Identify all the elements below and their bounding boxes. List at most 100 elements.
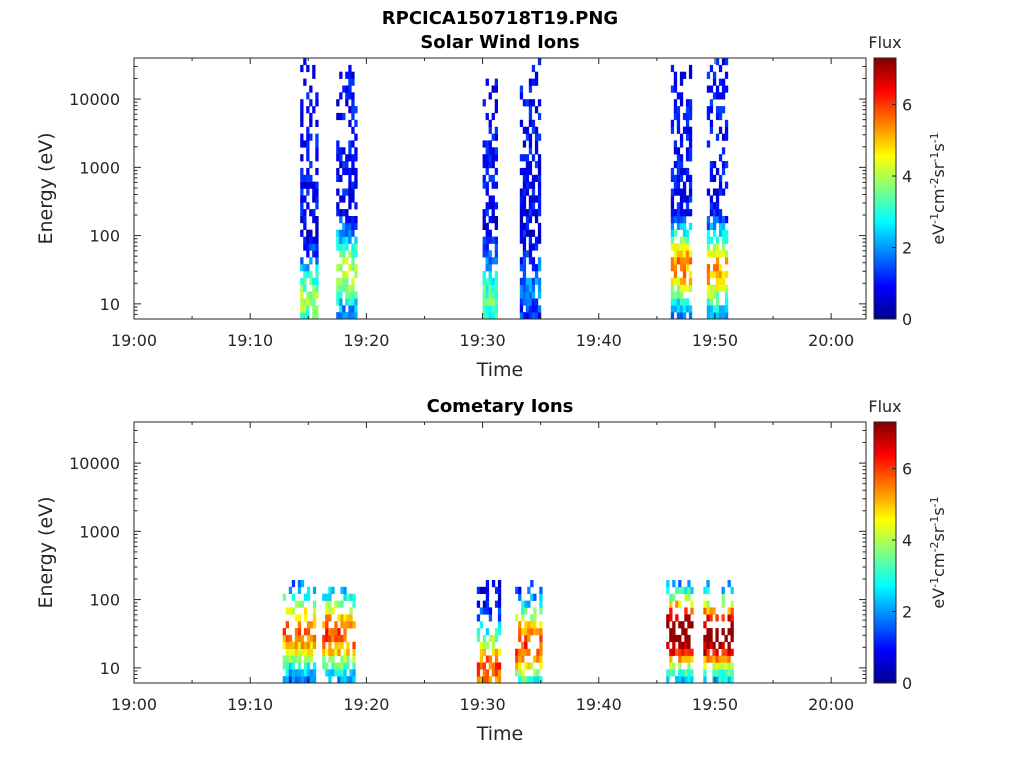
spectrogram-cell <box>522 236 527 244</box>
spectrogram-cell <box>348 222 352 230</box>
spectrogram-cell <box>306 662 311 670</box>
spectrogram-cell <box>727 641 731 649</box>
spectrogram-cell <box>681 628 685 636</box>
spectrogram-cell <box>488 662 493 670</box>
spectrogram-cell <box>670 222 675 230</box>
spectrogram-cell <box>306 291 310 299</box>
spectrogram-cell <box>528 209 533 217</box>
spectrogram-cell <box>351 298 355 306</box>
spectrogram-cell <box>346 648 350 656</box>
spectrogram-cell <box>300 209 304 217</box>
spectrogram-cell <box>343 634 347 643</box>
spectrogram-cell <box>491 662 496 670</box>
spectrogram-cell <box>494 298 498 306</box>
spectrogram-cell <box>721 312 726 320</box>
spectrogram-cell <box>479 648 484 656</box>
spectrogram-cell <box>672 641 676 649</box>
panel-title: Cometary Ions <box>427 396 574 417</box>
spectrogram-cell <box>306 298 310 306</box>
spectrogram-cell <box>354 305 358 313</box>
spectrogram-cell <box>328 607 332 615</box>
spectrogram-cell <box>303 209 307 217</box>
spectrogram-cell <box>673 181 678 189</box>
spectrogram-cell <box>282 641 286 649</box>
spectrogram-cell <box>482 662 487 670</box>
spectrogram-cell <box>679 78 684 86</box>
spectrogram-cell <box>519 305 524 313</box>
spectrogram-cell <box>534 312 539 320</box>
spectrogram-cell <box>688 209 693 217</box>
spectrogram-cell <box>488 305 492 313</box>
spectrogram-cell <box>669 648 673 656</box>
spectrogram-cell <box>724 284 729 292</box>
spectrogram-cell <box>539 628 543 636</box>
spectrogram-cell <box>303 648 308 656</box>
spectrogram-cell <box>715 264 720 272</box>
spectrogram-cell <box>345 92 349 100</box>
spectrogram-cell <box>527 634 531 643</box>
spectrogram-cell <box>706 112 711 121</box>
spectrogram-cell <box>282 634 286 643</box>
spectrogram-cell <box>690 621 694 629</box>
spectrogram-cell <box>342 243 346 251</box>
spectrogram-cell <box>488 140 492 148</box>
spectrogram-cell <box>712 291 717 299</box>
spectrogram-cell <box>522 229 527 237</box>
spectrogram-cell <box>288 662 293 670</box>
spectrogram-cell <box>687 641 691 649</box>
spectrogram-cell <box>348 92 352 100</box>
unit-exponent: -1 <box>928 516 941 527</box>
spectrogram-cell <box>342 188 346 196</box>
spectrogram-cell <box>670 236 675 244</box>
spectrogram-cell <box>340 669 344 677</box>
x-tick-label: 19:20 <box>343 695 389 714</box>
spectrogram-cell <box>494 305 498 313</box>
spectrogram-cell <box>303 669 308 677</box>
spectrogram-cell <box>531 209 536 217</box>
spectrogram-cell <box>676 209 681 217</box>
spectrogram-cell <box>343 648 347 656</box>
spectrogram-cell <box>518 662 522 670</box>
spectrogram-cell <box>712 161 717 169</box>
y-tick-label: 1000 <box>79 522 120 541</box>
spectrogram-cell <box>679 236 684 244</box>
spectrogram-cell <box>303 58 307 66</box>
x-tick-label: 20:00 <box>808 331 854 350</box>
spectrogram-cell <box>309 298 313 306</box>
spectrogram-cell <box>706 270 711 279</box>
spectrogram-cell <box>521 600 525 608</box>
spectrogram-cell <box>709 64 714 73</box>
spectrogram-cell <box>682 243 687 251</box>
spectrogram-cell <box>715 312 720 320</box>
spectrogram-cell <box>679 188 684 196</box>
panel-2: Cometary Ions 19:00 19:10 19:20 19:30 19:40 19… <box>35 396 948 745</box>
spectrogram-cell <box>539 634 543 643</box>
spectrogram-cell <box>485 112 489 121</box>
spectrogram-cell <box>534 133 539 141</box>
spectrogram-cell <box>531 202 536 210</box>
spectrogram-cell <box>522 202 527 210</box>
spectrogram-cell <box>670 305 675 313</box>
spectrogram-cell <box>309 99 313 107</box>
spectrogram-cell <box>724 85 729 93</box>
spectrogram-cells <box>300 58 729 320</box>
spectrogram-cell <box>703 648 707 656</box>
spectrogram-cell <box>309 85 313 93</box>
spectrogram-cell <box>684 614 688 622</box>
spectrogram-cell <box>682 257 687 265</box>
spectrogram-cell <box>300 112 304 121</box>
spectrogram-cell <box>351 257 355 265</box>
spectrogram-cell <box>673 216 678 224</box>
spectrogram-cell <box>485 243 489 251</box>
spectrogram-cell <box>673 291 678 299</box>
spectrogram-cell <box>685 236 690 244</box>
spectrogram-cell <box>685 250 690 258</box>
y-axis-label: Energy (eV) <box>35 496 57 608</box>
spectrogram-cell <box>312 216 316 224</box>
spectrogram-cell <box>706 85 711 93</box>
spectrogram-cell <box>684 655 688 663</box>
spectrogram-cell <box>682 195 687 203</box>
spectrogram-cell <box>342 236 346 244</box>
spectrogram-cell <box>679 277 684 285</box>
spectrogram-cell <box>488 291 492 299</box>
